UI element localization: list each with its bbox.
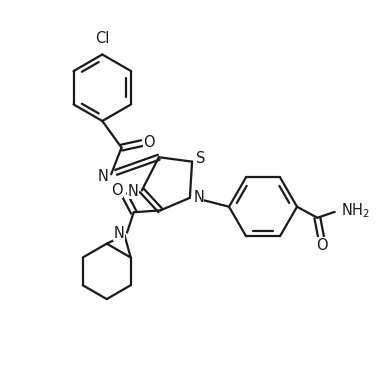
Text: N: N xyxy=(98,168,108,183)
Text: O: O xyxy=(316,238,327,253)
Text: O: O xyxy=(111,183,123,198)
Text: N: N xyxy=(114,226,124,241)
Text: Cl: Cl xyxy=(95,32,109,46)
Text: S: S xyxy=(196,151,206,166)
Text: NH$_2$: NH$_2$ xyxy=(341,201,370,220)
Text: O: O xyxy=(143,135,155,150)
Text: N: N xyxy=(193,190,204,205)
Text: N: N xyxy=(127,184,138,199)
